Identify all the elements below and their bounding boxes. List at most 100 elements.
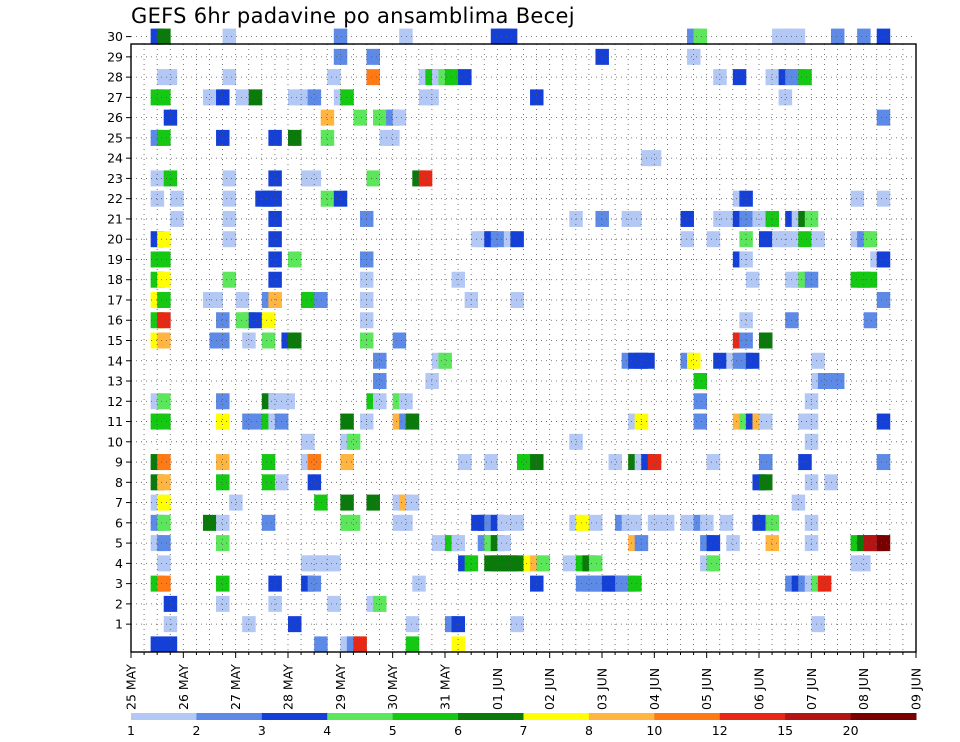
heatmap-cell bbox=[157, 535, 171, 552]
heatmap-cell bbox=[680, 231, 694, 248]
heatmap-cell bbox=[798, 231, 812, 248]
y-tick-label: 1 bbox=[115, 617, 123, 632]
heatmap-cell bbox=[340, 494, 354, 511]
y-tick-label: 8 bbox=[115, 475, 123, 490]
heatmap-cell bbox=[301, 291, 315, 308]
y-tick-label: 3 bbox=[115, 576, 123, 591]
heatmap-cell bbox=[314, 291, 328, 308]
heatmap-cell bbox=[268, 170, 282, 187]
legend-swatch bbox=[719, 713, 786, 720]
heatmap-cell bbox=[876, 251, 891, 268]
heatmap-cell bbox=[608, 454, 623, 471]
heatmap-cell bbox=[405, 636, 420, 653]
heatmap-cell bbox=[759, 231, 773, 248]
heatmap-cell bbox=[765, 210, 780, 227]
heatmap-cell bbox=[307, 454, 322, 471]
heatmap-cell bbox=[373, 373, 387, 390]
heatmap-cell bbox=[157, 312, 171, 329]
heatmap-cell bbox=[327, 555, 341, 572]
y-tick-label: 25 bbox=[107, 130, 123, 145]
heatmap-cell bbox=[314, 636, 328, 653]
heatmap-cell bbox=[157, 291, 171, 308]
heatmap-cell bbox=[876, 190, 891, 207]
heatmap-cell bbox=[687, 352, 701, 369]
heatmap-cell bbox=[399, 28, 413, 45]
heatmap-cell bbox=[216, 89, 230, 106]
heatmap-cell bbox=[157, 393, 171, 410]
heatmap-cell bbox=[706, 555, 721, 572]
heatmap-cell bbox=[320, 109, 335, 126]
heatmap-cell bbox=[340, 413, 354, 430]
heatmap-cell bbox=[876, 291, 891, 308]
y-tick-label: 28 bbox=[107, 70, 123, 85]
y-tick-label: 12 bbox=[107, 394, 123, 409]
heatmap-cell bbox=[693, 28, 708, 45]
heatmap-cell bbox=[327, 69, 341, 86]
axes: 1234567891011121314151617181920212223242… bbox=[107, 29, 923, 710]
heatmap-cell bbox=[340, 89, 354, 106]
heatmap-cell bbox=[281, 393, 295, 410]
heatmap-cell bbox=[405, 494, 420, 511]
heatmap-cell bbox=[346, 433, 361, 450]
y-tick-label: 13 bbox=[107, 374, 123, 389]
y-tick-label: 22 bbox=[107, 191, 123, 206]
x-tick-label: 03 JUN bbox=[595, 668, 610, 710]
dotted-grid bbox=[131, 36, 916, 652]
color-legend: 1 2 3 4 5 6 7 8 10 12 15 20 bbox=[127, 713, 917, 738]
heatmap-cell bbox=[811, 616, 825, 633]
heatmap-cell bbox=[222, 28, 237, 45]
heatmap-cell bbox=[288, 129, 302, 146]
x-tick-label: 31 MAY bbox=[438, 664, 453, 710]
heatmap-cell bbox=[307, 474, 322, 491]
heatmap-cells bbox=[150, 28, 891, 653]
x-tick-label: 30 MAY bbox=[385, 664, 400, 710]
heatmap-cell bbox=[333, 190, 348, 207]
heatmap-cell bbox=[850, 190, 865, 207]
heatmap-cell bbox=[588, 514, 603, 531]
y-tick-label: 18 bbox=[107, 272, 123, 287]
chart-title: GEFS 6hr padavine po ansamblima Becej bbox=[131, 4, 575, 28]
heatmap-cell bbox=[157, 332, 171, 349]
y-tick-label: 27 bbox=[107, 90, 123, 105]
legend-label: 15 bbox=[777, 723, 793, 738]
y-tick-label: 6 bbox=[115, 515, 123, 530]
heatmap-cell bbox=[333, 28, 348, 45]
heatmap-cell bbox=[458, 69, 472, 86]
heatmap-cell bbox=[759, 454, 773, 471]
heatmap-cell bbox=[765, 535, 780, 552]
heatmap-cell bbox=[510, 555, 524, 572]
heatmap-cell bbox=[876, 109, 891, 126]
heatmap-cell bbox=[157, 555, 171, 572]
heatmap-cell bbox=[759, 413, 773, 430]
heatmap-cell bbox=[765, 69, 780, 86]
heatmap-cell bbox=[301, 433, 315, 450]
heatmap-cell bbox=[353, 109, 367, 126]
x-tick-label: 07 JUN bbox=[804, 668, 819, 710]
y-tick-label: 10 bbox=[107, 434, 123, 449]
heatmap-cell bbox=[216, 129, 230, 146]
heatmap-cell bbox=[759, 332, 773, 349]
legend-swatch bbox=[196, 713, 263, 720]
heatmap-cell bbox=[595, 210, 609, 227]
heatmap-cell bbox=[327, 595, 341, 612]
heatmap-cell bbox=[451, 535, 466, 552]
heatmap-cell bbox=[752, 514, 766, 531]
heatmap-cell bbox=[510, 514, 524, 531]
heatmap-cell bbox=[366, 494, 380, 511]
heatmap-cell bbox=[242, 332, 256, 349]
heatmap-cell bbox=[314, 494, 328, 511]
heatmap-cell bbox=[438, 352, 452, 369]
y-tick-label: 16 bbox=[107, 313, 123, 328]
heatmap-cell bbox=[484, 454, 498, 471]
heatmap-cell bbox=[510, 231, 524, 248]
heatmap-cell bbox=[732, 69, 747, 86]
heatmap-cell bbox=[268, 575, 282, 592]
x-tick-label: 04 JUN bbox=[647, 668, 662, 710]
heatmap-cell bbox=[150, 190, 165, 207]
heatmap-cell bbox=[157, 89, 171, 106]
heatmap-cell bbox=[163, 595, 178, 612]
heatmap-cell bbox=[268, 129, 282, 146]
heatmap-cell bbox=[713, 352, 727, 369]
heatmap-cell bbox=[157, 454, 171, 471]
y-tick-label: 2 bbox=[115, 596, 123, 611]
